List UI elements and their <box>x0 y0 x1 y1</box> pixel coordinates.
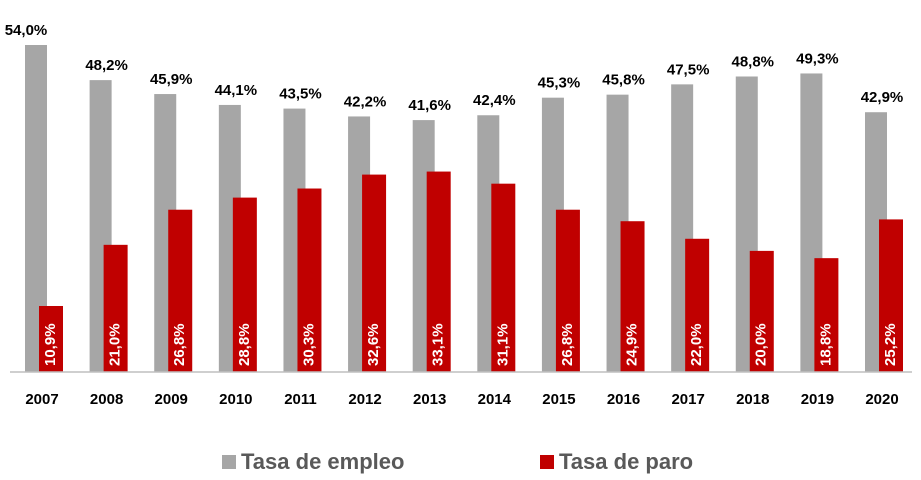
bar <box>491 183 516 372</box>
value-label: 49,3% <box>796 50 839 67</box>
value-label: 20,0% <box>753 323 770 366</box>
bar <box>297 188 322 372</box>
value-label: 21,0% <box>107 323 124 366</box>
bar <box>168 209 193 372</box>
bar <box>814 258 839 372</box>
value-label: 31,1% <box>494 323 511 366</box>
x-tick-label: 2020 <box>865 391 898 408</box>
value-label: 42,2% <box>344 93 387 110</box>
bar <box>685 238 710 372</box>
value-label: 28,8% <box>236 323 253 366</box>
bar <box>749 250 774 372</box>
x-tick-label: 2011 <box>284 391 317 408</box>
value-label: 54,0% <box>5 22 48 39</box>
x-tick-label: 2013 <box>413 391 446 408</box>
value-label: 42,9% <box>861 89 904 106</box>
value-label: 10,9% <box>42 323 59 366</box>
bar <box>879 219 903 372</box>
value-label: 45,8% <box>602 72 645 89</box>
value-label: 26,8% <box>171 323 188 366</box>
value-label: 48,2% <box>85 57 128 74</box>
bar <box>232 197 257 372</box>
value-label: 18,8% <box>817 323 834 366</box>
value-label: 44,1% <box>215 82 258 99</box>
x-tick-label: 2009 <box>155 391 188 408</box>
value-label: 30,3% <box>300 323 317 366</box>
value-label: 42,4% <box>473 92 516 109</box>
x-tick-label: 2008 <box>90 391 123 408</box>
value-label: 48,8% <box>731 53 774 70</box>
value-label: 22,0% <box>688 323 705 366</box>
value-label: 33,1% <box>430 323 447 366</box>
bar <box>620 221 645 372</box>
x-tick-label: 2017 <box>671 391 704 408</box>
bar <box>362 174 387 372</box>
bar <box>103 244 128 372</box>
value-label: 32,6% <box>365 323 382 366</box>
value-label: 24,9% <box>624 323 641 366</box>
x-tick-label: 2010 <box>219 391 252 408</box>
legend-swatch <box>540 455 554 469</box>
bar <box>39 305 63 372</box>
x-tick-label: 2012 <box>348 391 381 408</box>
x-tick-label: 2014 <box>478 391 512 408</box>
x-tick-label: 2019 <box>801 391 834 408</box>
value-label: 45,3% <box>538 75 581 92</box>
x-tick-label: 2015 <box>542 391 575 408</box>
value-label: 45,9% <box>150 71 193 88</box>
legend-label: Tasa de empleo <box>241 449 404 474</box>
x-tick-label: 2007 <box>25 391 58 408</box>
legend-swatch <box>222 455 236 469</box>
x-tick-label: 2018 <box>736 391 769 408</box>
x-tick-label: 2016 <box>607 391 640 408</box>
value-label: 25,2% <box>882 323 899 366</box>
value-label: 47,5% <box>667 61 710 78</box>
bar <box>555 209 580 372</box>
value-label: 43,5% <box>279 86 322 103</box>
legend-label: Tasa de paro <box>559 449 693 474</box>
value-label: 26,8% <box>559 323 576 366</box>
value-label: 41,6% <box>408 97 451 114</box>
bar <box>426 171 451 372</box>
bar <box>25 45 47 372</box>
